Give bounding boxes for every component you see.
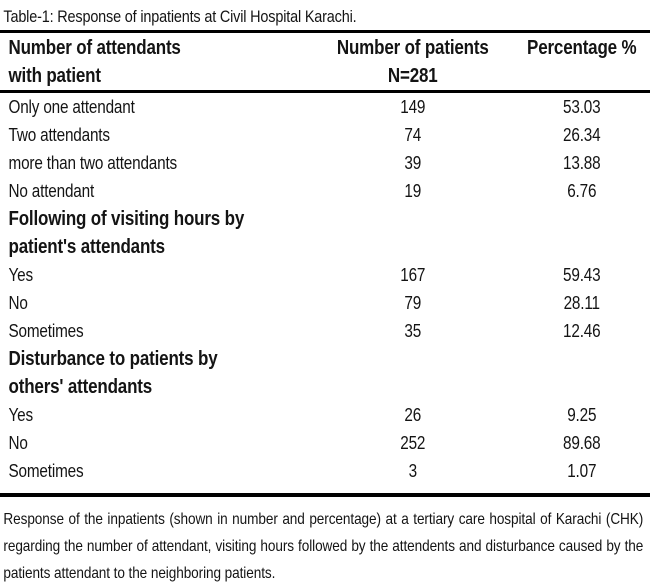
patients-value: 74 <box>404 125 422 145</box>
patients-value: 19 <box>404 181 422 201</box>
column-header-line: with patient <box>8 65 101 87</box>
row-label: No attendant <box>8 181 95 201</box>
section-row: Disturbance to patients by others' atten… <box>0 345 650 401</box>
patients-value: 252 <box>400 433 426 453</box>
table-body: Only one attendant 149 53.03 Two attenda… <box>0 93 650 493</box>
table-row: more than two attendants 39 13.88 <box>0 149 650 177</box>
section-row: Following of visiting hours by patient's… <box>0 205 650 261</box>
row-label: Only one attendant <box>8 97 135 117</box>
column-header-line: Number of patients <box>336 37 489 59</box>
percentage-value: 6.76 <box>567 181 597 201</box>
section-header-line: Following of visiting hours by <box>8 208 245 230</box>
percentage-value <box>513 205 649 261</box>
patients-value: 39 <box>404 153 422 173</box>
row-label: Yes <box>8 405 33 425</box>
patients-value <box>312 345 513 401</box>
row-label: No <box>8 433 28 453</box>
patients-value: 3 <box>408 461 418 481</box>
row-label: Two attendants <box>8 125 110 145</box>
table-row: Sometimes 3 1.07 <box>0 457 650 485</box>
percentage-value: 53.03 <box>563 97 601 117</box>
table-row: Two attendants 74 26.34 <box>0 121 650 149</box>
percentage-value: 1.07 <box>567 461 597 481</box>
percentage-value: 26.34 <box>563 125 601 145</box>
divider-bottom <box>0 493 650 497</box>
table-title: Table-1: Response of inpatients at Civil… <box>3 7 357 26</box>
row-label: Sometimes <box>8 461 84 481</box>
section-header-line: patient's attendants <box>8 236 165 258</box>
table-row: No 79 28.11 <box>0 289 650 317</box>
table-row: Yes 167 59.43 <box>0 261 650 289</box>
percentage-value: 12.46 <box>563 321 601 341</box>
patients-value: 149 <box>400 97 426 117</box>
percentage-value: 13.88 <box>563 153 601 173</box>
patients-value: 167 <box>400 265 426 285</box>
percentage-value: 9.25 <box>567 405 597 425</box>
patients-value: 79 <box>404 293 422 313</box>
row-label: No <box>8 293 28 313</box>
table-row: Only one attendant 149 53.03 <box>0 93 650 121</box>
section-header: Following of visiting hours by patient's… <box>0 205 312 261</box>
column-header-line: Percentage % <box>527 37 637 59</box>
section-header-line: Disturbance to patients by <box>8 348 218 370</box>
patients-value: 26 <box>404 405 422 425</box>
column-header-attendants: Number of attendants with patient <box>0 34 312 90</box>
percentage-value: 89.68 <box>563 433 601 453</box>
column-header-line: N=281 <box>387 65 438 87</box>
divider-header <box>0 90 650 93</box>
row-label: Yes <box>8 265 33 285</box>
column-header-patients: Number of patients N=281 <box>312 34 513 90</box>
section-header-line: others' attendants <box>8 376 153 398</box>
percentage-value: 59.43 <box>563 265 601 285</box>
table-header-row: Number of attendants with patient Number… <box>0 33 650 90</box>
table-row: No 252 89.68 <box>0 429 650 457</box>
column-header-line: Number of attendants <box>8 37 181 59</box>
percentage-value <box>513 345 649 401</box>
section-header: Disturbance to patients by others' atten… <box>0 345 312 401</box>
patients-value <box>312 205 513 261</box>
divider-top <box>0 30 650 33</box>
row-label: more than two attendants <box>8 153 178 173</box>
percentage-value: 28.11 <box>563 293 600 313</box>
column-header-percentage: Percentage % <box>513 34 649 90</box>
table-row: Yes 26 9.25 <box>0 401 650 429</box>
patients-value: 35 <box>404 321 422 341</box>
table-row: No attendant 19 6.76 <box>0 177 650 205</box>
table-caption: Response of the inpatients (shown in num… <box>3 511 644 582</box>
row-label: Sometimes <box>8 321 84 341</box>
table-row: Sometimes 35 12.46 <box>0 317 650 345</box>
